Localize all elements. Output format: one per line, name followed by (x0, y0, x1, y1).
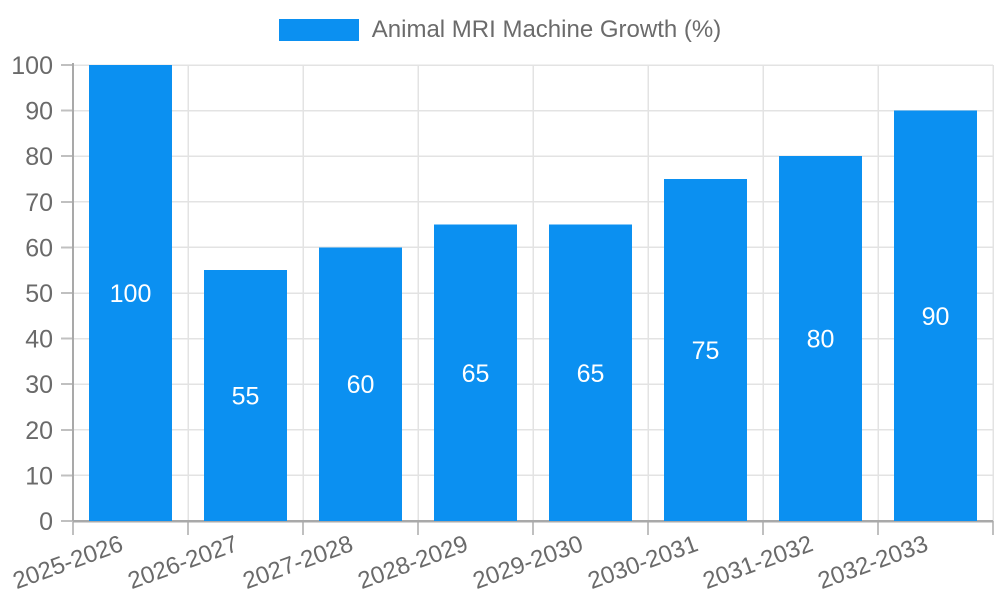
bar[interactable] (89, 65, 172, 521)
bar[interactable] (549, 224, 632, 521)
x-tick-label: 2027-2028 (239, 530, 356, 595)
y-tick-label: 70 (25, 189, 53, 217)
x-tick-label: 2026-2027 (124, 530, 241, 595)
bar[interactable] (204, 270, 287, 521)
bar-value-label: 60 (347, 371, 375, 399)
y-tick-label: 40 (25, 326, 53, 354)
x-tick-label: 2025-2026 (9, 530, 126, 595)
bar-series (89, 65, 977, 521)
bar-value-labels: 100 55 60 65 65 75 80 90 (110, 280, 950, 411)
y-tick-label: 100 (11, 52, 53, 80)
x-tick-label: 2030-2031 (584, 530, 701, 595)
y-tick-label: 10 (25, 462, 53, 490)
bar[interactable] (434, 224, 517, 521)
y-tick-label: 20 (25, 417, 53, 445)
y-tick-label: 80 (25, 143, 53, 171)
bar[interactable] (894, 110, 977, 521)
x-axis-labels: 2025-20262026-20272027-20282028-20292029… (9, 530, 931, 595)
x-tick-label: 2031-2032 (699, 530, 816, 595)
bar-value-label: 65 (577, 360, 605, 388)
bar-value-label: 80 (807, 326, 835, 354)
bar[interactable] (319, 247, 402, 521)
y-tick-label: 90 (25, 98, 53, 126)
bar-value-label: 75 (692, 337, 720, 365)
y-tick-label: 60 (25, 234, 53, 262)
y-tick-label: 0 (39, 508, 53, 536)
legend-label: Animal MRI Machine Growth (%) (371, 16, 722, 43)
bar-value-label: 55 (232, 383, 260, 411)
bar-value-label: 65 (462, 360, 490, 388)
tick-marks (61, 64, 994, 535)
y-tick-label: 50 (25, 280, 53, 308)
x-tick-label: 2028-2029 (354, 530, 471, 595)
bar-value-label: 90 (922, 303, 950, 331)
bar[interactable] (779, 156, 862, 521)
bar-value-label: 100 (110, 280, 152, 308)
legend-swatch (278, 19, 359, 42)
y-tick-label: 30 (25, 371, 53, 399)
y-axis-labels: 0 10 20 30 40 50 60 70 80 90 100 (11, 52, 53, 536)
legend[interactable]: Animal MRI Machine Growth (%) (0, 16, 1000, 43)
bar[interactable] (664, 179, 747, 521)
x-tick-label: 2032-2033 (814, 530, 931, 595)
x-tick-label: 2029-2030 (469, 530, 586, 595)
